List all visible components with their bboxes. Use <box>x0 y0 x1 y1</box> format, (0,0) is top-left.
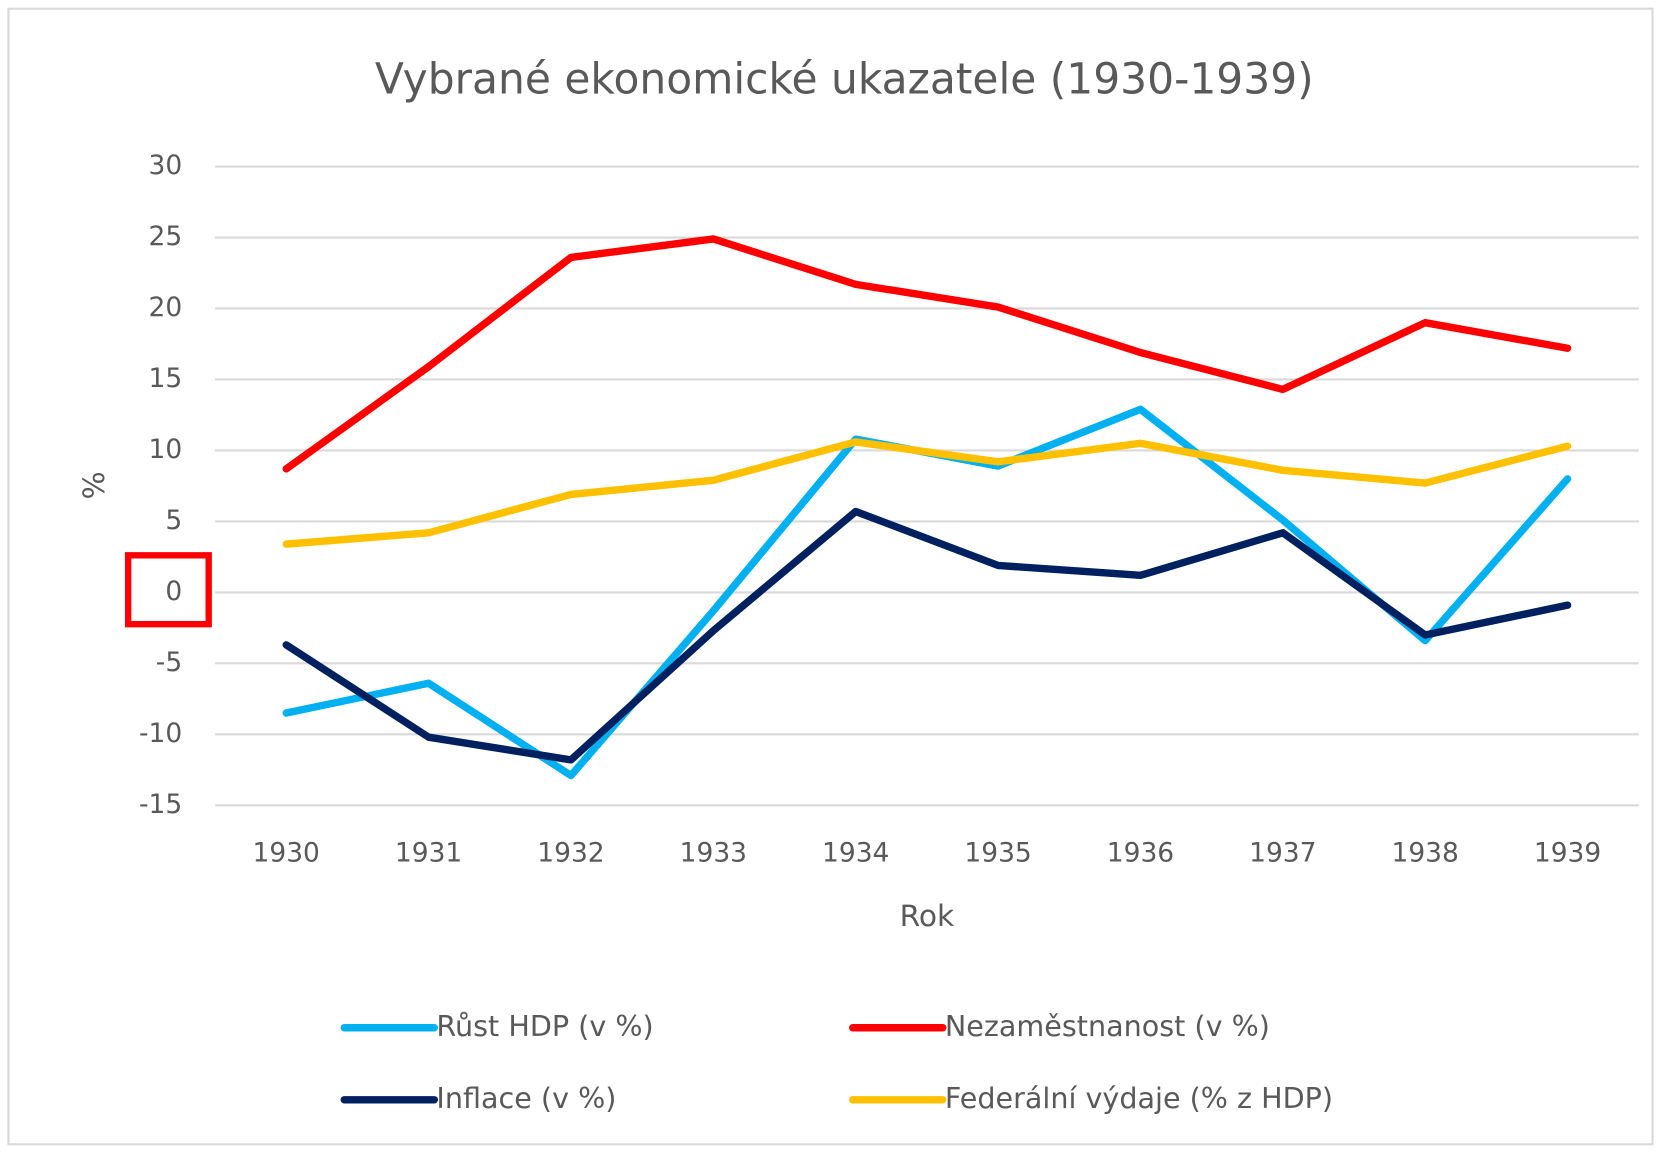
chart-title: Vybrané ekonomické ukazatele (1930-1939) <box>375 54 1314 103</box>
x-axis-label: Rok <box>900 898 955 933</box>
legend-label: Federální výdaje (% z HDP) <box>945 1081 1333 1115</box>
x-tick-label: 1937 <box>1249 838 1316 869</box>
y-tick-label: 20 <box>149 292 183 323</box>
x-tick-label: 1936 <box>1107 838 1174 869</box>
chart-border <box>7 7 1654 1146</box>
series-line <box>282 438 1572 548</box>
highlight-box <box>124 552 212 628</box>
y-tick-label: 30 <box>149 150 183 181</box>
x-tick-label: 1939 <box>1534 838 1601 869</box>
series-line <box>282 235 1572 473</box>
y-tick-label: -15 <box>139 789 182 820</box>
x-tick-label: 1933 <box>680 838 747 869</box>
x-tick-label: 1932 <box>537 838 604 869</box>
legend-label: Růst HDP (v %) <box>436 1009 653 1043</box>
y-axis-label: % <box>76 471 111 499</box>
legend-label: Inflace (v %) <box>436 1081 616 1115</box>
y-tick-label: 0 <box>165 576 182 607</box>
y-tick-label: 15 <box>149 363 183 394</box>
y-tick-label: 25 <box>149 221 183 252</box>
x-tick-label: 1938 <box>1392 838 1459 869</box>
y-tick-label: -5 <box>156 647 182 678</box>
x-tick-label: 1934 <box>822 838 889 869</box>
x-tick-label: 1935 <box>964 838 1031 869</box>
y-tick-label: 10 <box>149 434 183 465</box>
y-tick-label: -10 <box>139 718 182 749</box>
series-line <box>282 507 1572 764</box>
x-tick-label: 1930 <box>253 838 320 869</box>
y-tick-label: 5 <box>165 505 182 536</box>
legend-label: Nezaměstnanost (v %) <box>945 1009 1270 1043</box>
x-tick-label: 1931 <box>395 838 462 869</box>
